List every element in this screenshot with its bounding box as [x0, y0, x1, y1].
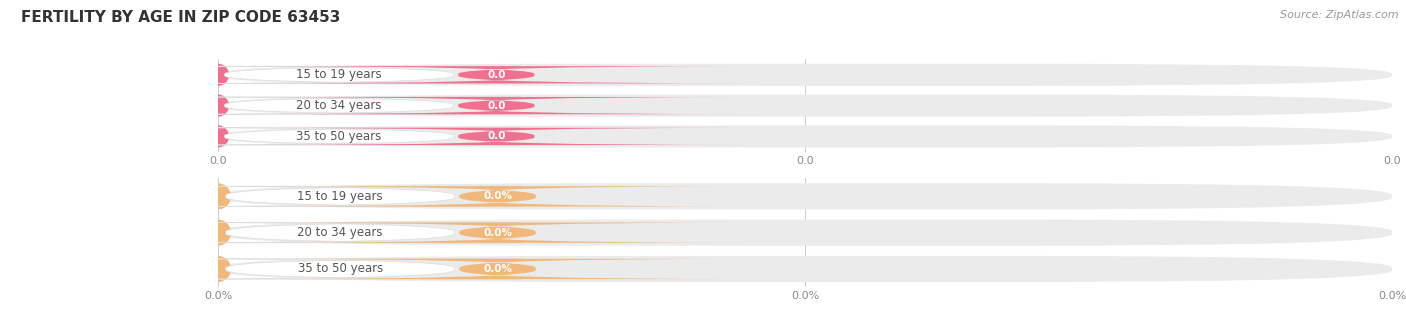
- Ellipse shape: [205, 256, 231, 282]
- Text: 0.0%: 0.0%: [484, 191, 512, 201]
- Text: FERTILITY BY AGE IN ZIP CODE 63453: FERTILITY BY AGE IN ZIP CODE 63453: [21, 10, 340, 25]
- FancyBboxPatch shape: [157, 128, 520, 145]
- Ellipse shape: [207, 94, 229, 117]
- FancyBboxPatch shape: [239, 66, 754, 83]
- Text: 20 to 34 years: 20 to 34 years: [298, 226, 382, 239]
- FancyBboxPatch shape: [218, 256, 1392, 282]
- FancyBboxPatch shape: [218, 183, 1392, 210]
- Text: 20 to 34 years: 20 to 34 years: [297, 99, 382, 112]
- Text: 15 to 19 years: 15 to 19 years: [298, 190, 382, 203]
- Text: 15 to 19 years: 15 to 19 years: [297, 68, 382, 81]
- Text: 35 to 50 years: 35 to 50 years: [297, 130, 381, 143]
- Ellipse shape: [205, 183, 231, 210]
- FancyBboxPatch shape: [159, 186, 522, 207]
- FancyBboxPatch shape: [239, 128, 754, 145]
- FancyBboxPatch shape: [240, 186, 755, 207]
- FancyBboxPatch shape: [218, 94, 1392, 117]
- Text: 0.0: 0.0: [486, 70, 506, 80]
- FancyBboxPatch shape: [159, 259, 522, 279]
- Text: 0.0: 0.0: [486, 131, 506, 141]
- Ellipse shape: [207, 64, 229, 86]
- FancyBboxPatch shape: [240, 222, 755, 243]
- FancyBboxPatch shape: [240, 259, 755, 279]
- Text: 0.0: 0.0: [486, 101, 506, 111]
- FancyBboxPatch shape: [157, 66, 520, 83]
- FancyBboxPatch shape: [159, 222, 522, 243]
- Text: Source: ZipAtlas.com: Source: ZipAtlas.com: [1281, 10, 1399, 20]
- Ellipse shape: [205, 219, 231, 246]
- Text: 35 to 50 years: 35 to 50 years: [298, 262, 382, 276]
- FancyBboxPatch shape: [157, 97, 520, 114]
- Ellipse shape: [207, 125, 229, 148]
- FancyBboxPatch shape: [239, 97, 754, 114]
- FancyBboxPatch shape: [218, 219, 1392, 246]
- Text: 0.0%: 0.0%: [484, 228, 512, 238]
- FancyBboxPatch shape: [218, 125, 1392, 148]
- Text: 0.0%: 0.0%: [484, 264, 512, 274]
- FancyBboxPatch shape: [218, 64, 1392, 86]
